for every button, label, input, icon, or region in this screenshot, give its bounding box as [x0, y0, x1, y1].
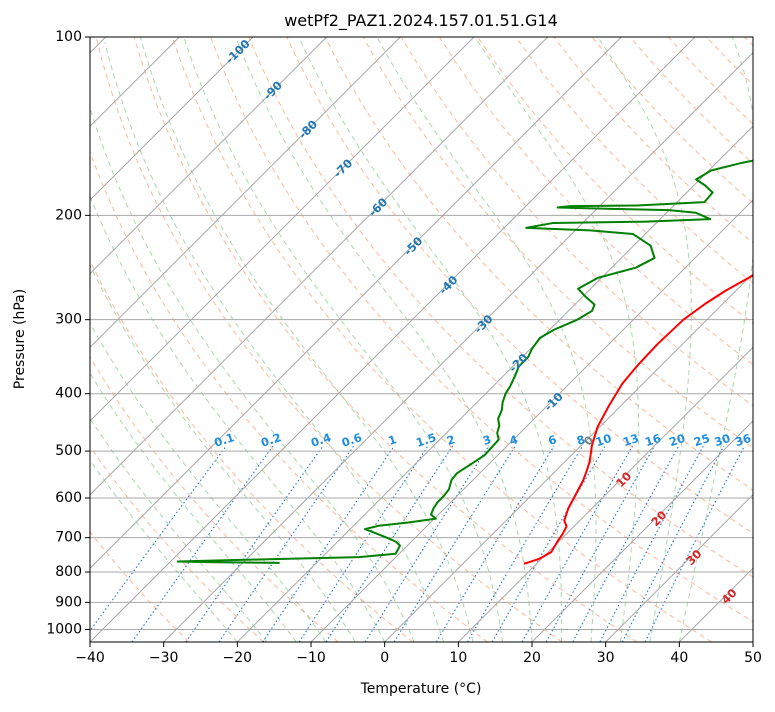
y-tick-label: 800 [55, 564, 82, 580]
y-tick-label: 700 [55, 530, 82, 546]
y-tick-label: 400 [55, 386, 82, 402]
y-tick-label: 200 [55, 207, 82, 223]
x-tick-label: 50 [744, 650, 762, 666]
x-tick-label: −10 [296, 650, 326, 666]
chart-title: wetPf2_PAZ1.2024.157.01.51.G14 [284, 11, 558, 31]
y-tick-label: 100 [55, 29, 82, 45]
y-axis-label: Pressure (hPa) [12, 289, 28, 389]
x-tick-label: −40 [75, 650, 105, 666]
x-tick-label: 30 [597, 650, 615, 666]
x-tick-label: 10 [449, 650, 467, 666]
x-axis-label: Temperature (°C) [360, 681, 482, 697]
x-tick-label: 0 [380, 650, 389, 666]
x-tick-label: −20 [223, 650, 253, 666]
x-tick-label: −30 [149, 650, 179, 666]
y-tick-label: 500 [55, 443, 82, 459]
y-tick-label: 900 [55, 594, 82, 610]
y-tick-label: 600 [55, 490, 82, 506]
y-tick-label: 1000 [46, 621, 82, 637]
y-tick-label: 300 [55, 312, 82, 328]
x-tick-label: 40 [670, 650, 688, 666]
x-tick-label: 20 [523, 650, 541, 666]
